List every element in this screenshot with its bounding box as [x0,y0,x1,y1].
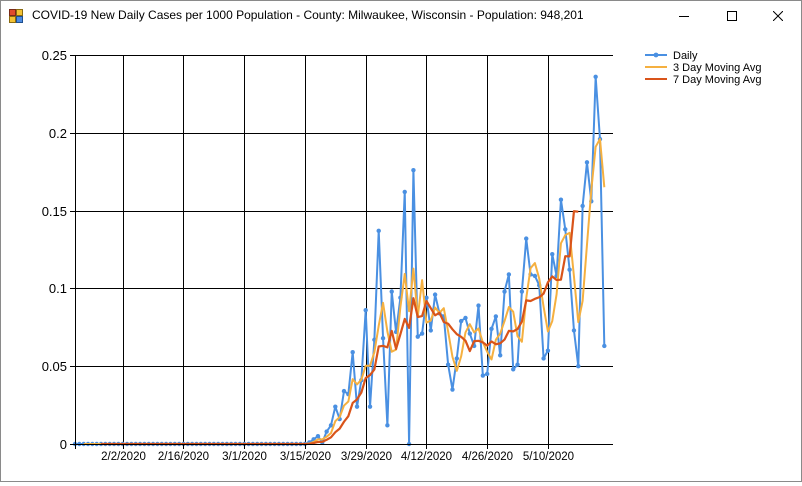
daily-point [324,429,329,434]
series-layer [72,74,607,447]
daily-point [363,307,368,313]
daily-point [519,289,525,294]
legend-label: 7 Day Moving Avg [673,74,761,86]
y-tick-label: 0.05 [42,359,67,374]
daily-point [315,434,321,439]
series-line-7day [101,210,579,446]
daily-point [476,303,481,308]
minimize-icon [679,16,689,17]
daily-point [341,388,347,394]
maximize-button[interactable] [709,1,755,31]
daily-point [445,362,451,367]
daily-point [584,160,590,165]
close-icon [773,11,783,21]
chart-area: 0 0.05 0.1 0.15 0.2 0.25 2/2/2020 2/16/2020 3/1/… [1,31,801,481]
daily-point [484,371,490,377]
daily-point [463,315,468,321]
y-tick-label: 0 [60,437,67,452]
daily-point [541,356,546,361]
y-tick-label: 0.15 [42,204,67,219]
window-title: COVID-19 New Daily Cases per 1000 Popula… [32,8,584,22]
daily-point [571,328,577,333]
chart-app-icon [9,9,23,23]
x-tick-label: 3/1/2020 [222,451,267,463]
daily-point [502,289,507,294]
daily-point [415,334,420,339]
daily-point [506,272,512,277]
daily-point [563,227,568,232]
daily-point [411,167,416,173]
y-tick-label: 0.2 [49,126,67,141]
daily-point [432,292,438,297]
legend-label: Daily [673,50,698,62]
daily-point [497,353,503,358]
daily-point [515,362,520,367]
daily-point [493,314,499,319]
daily-point [402,189,407,195]
daily-point [480,373,486,378]
daily-point [389,289,394,294]
daily-point [567,267,572,272]
daily-point [376,228,381,234]
legend-label: 3 Day Moving Avg [673,62,761,74]
x-tick-label: 4/12/2020 [401,451,452,463]
daily-point [467,331,473,336]
series-line-3day [83,138,606,445]
daily-point [328,423,334,428]
close-button[interactable] [755,1,801,31]
daily-point [576,364,581,369]
daily-point [350,350,355,355]
maximize-icon [727,11,737,21]
daily-point [419,331,425,336]
series-line-daily [75,75,606,445]
x-tick-label: 3/29/2020 [341,451,392,463]
daily-point [354,404,360,409]
daily-point [524,236,529,241]
daily-point [550,251,555,257]
x-tick-label: 5/10/2020 [523,451,574,463]
daily-point [367,404,373,409]
daily-point [428,328,433,333]
daily-point [333,404,338,409]
x-tick-label: 2/16/2020 [158,451,209,463]
daily-point [454,356,460,361]
daily-point [532,273,538,279]
daily-point [424,295,429,300]
line-chart: 0 0.05 0.1 0.15 0.2 0.25 2/2/2020 2/16/2020 3/1/… [42,48,762,463]
daily-point [450,387,455,392]
y-tick-label: 0.1 [49,281,67,296]
grid-layer [75,55,613,445]
title-bar[interactable]: COVID-19 New Daily Cases per 1000 Popula… [1,1,801,31]
y-tick-label: 0.25 [42,48,67,63]
axis-layer: 0 0.05 0.1 0.15 0.2 0.25 2/2/2020 2/16/2020 3/1/… [42,48,613,463]
daily-point [385,423,390,428]
daily-point [458,318,464,324]
daily-point [489,326,494,332]
daily-point [580,203,585,209]
daily-point [558,197,564,202]
daily-point [602,343,607,349]
daily-point [511,367,516,372]
daily-point [593,74,598,79]
daily-point [545,348,551,353]
legend-marker [653,52,659,58]
x-tick-label: 4/26/2020 [462,451,513,463]
x-tick-label: 2/2/2020 [101,451,146,463]
x-tick-label: 3/15/2020 [280,451,331,463]
minimize-button[interactable] [661,1,707,31]
daily-point [380,335,386,341]
